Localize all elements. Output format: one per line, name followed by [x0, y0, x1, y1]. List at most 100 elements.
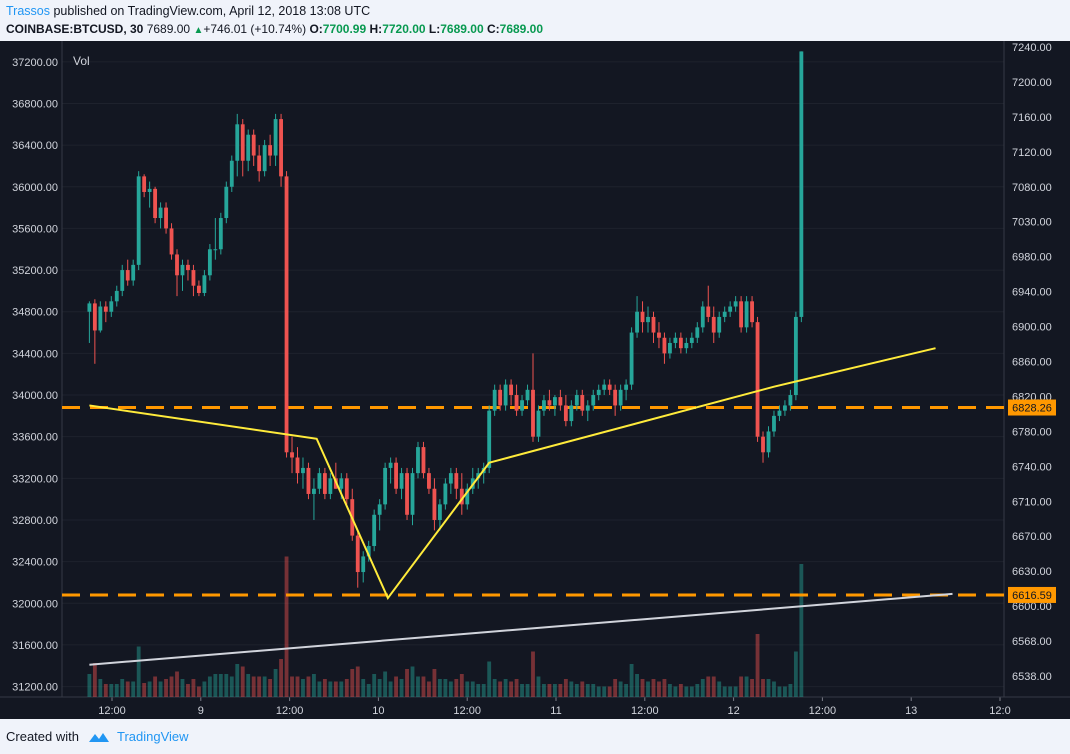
- time-axis-tick-label: 12:00: [631, 705, 659, 717]
- candle-body: [613, 389, 618, 406]
- volume-bar: [591, 684, 596, 697]
- candle-body: [607, 384, 612, 390]
- left-axis-background: [0, 41, 62, 697]
- volume-bar: [339, 681, 344, 697]
- volume-bar: [306, 676, 311, 697]
- volume-bar: [317, 681, 322, 697]
- volume-bar: [290, 676, 294, 697]
- candle-body: [657, 332, 661, 338]
- volume-label: Vol: [73, 54, 90, 68]
- candle-body: [755, 322, 760, 437]
- candle-body: [454, 473, 459, 489]
- volume-bar: [470, 681, 475, 697]
- volume-bar: [514, 679, 519, 697]
- volume-bar: [552, 684, 557, 697]
- left-axis-tick-label: 33600.00: [12, 432, 58, 444]
- candle-body: [503, 384, 508, 406]
- candle-body: [569, 405, 574, 422]
- candle-body: [585, 405, 590, 411]
- candle-body: [158, 207, 163, 219]
- candle-body: [563, 405, 568, 422]
- candle-body: [251, 134, 256, 156]
- volume-bar: [268, 679, 273, 697]
- volume-bars: [87, 556, 804, 697]
- candle-body: [114, 290, 119, 302]
- candle-body: [629, 332, 634, 385]
- volume-bar: [640, 679, 645, 697]
- candle-body: [218, 218, 223, 250]
- candle-body: [405, 473, 409, 515]
- volume-bar: [706, 676, 711, 697]
- volume-bar: [284, 556, 289, 697]
- volume-bar: [492, 679, 497, 697]
- candle-body: [142, 176, 147, 192]
- volume-bar: [750, 679, 754, 697]
- candle-body: [290, 452, 294, 458]
- volume-bar: [465, 681, 470, 697]
- volume-bar: [186, 684, 190, 697]
- volume-bar: [202, 681, 207, 697]
- candle-body: [761, 436, 765, 453]
- volume-bar: [624, 684, 629, 697]
- volume-bar: [383, 671, 388, 697]
- candle-body: [257, 155, 262, 172]
- low-value: 7689.00: [440, 22, 484, 36]
- created-with-text: Created with: [6, 729, 79, 744]
- symbol-label: COINBASE:BTCUSD, 30: [6, 22, 144, 36]
- volume-bar: [164, 679, 168, 697]
- candle-body: [722, 311, 727, 317]
- last-price: 7689.00: [146, 22, 191, 36]
- volume-bar: [662, 679, 667, 697]
- time-axis-tick-label: 11: [550, 705, 561, 717]
- candle-body: [793, 316, 798, 396]
- right-axis-tick-label: 6710.00: [1012, 496, 1052, 508]
- right-axis-tick-label: 7240.00: [1012, 42, 1052, 54]
- volume-bar: [509, 681, 514, 697]
- candle-body: [777, 410, 782, 416]
- candle-body: [191, 270, 196, 286]
- candle-body: [131, 264, 136, 281]
- right-axis-tick-label: 6600.00: [1012, 601, 1052, 613]
- volume-bar: [520, 684, 524, 697]
- volume-bar: [333, 681, 338, 697]
- author-link[interactable]: Trassos: [6, 4, 50, 18]
- candle-body: [799, 51, 804, 317]
- candle-body: [388, 462, 393, 468]
- volume-bar: [476, 684, 481, 697]
- candle-body: [180, 264, 185, 276]
- volume-bar: [498, 681, 503, 697]
- candle-body: [246, 134, 251, 161]
- candle-body: [186, 264, 190, 271]
- candle-body: [684, 342, 689, 349]
- close-value: 7689.00: [499, 22, 544, 36]
- volume-bar: [421, 676, 426, 697]
- candle-body: [717, 316, 722, 333]
- time-axis-tick-label: 12:00: [453, 705, 481, 717]
- candle-body: [339, 478, 344, 489]
- volume-bar: [700, 679, 705, 697]
- volume-bar: [142, 683, 147, 697]
- candle-body: [164, 207, 168, 229]
- candle-body: [651, 316, 656, 333]
- right-axis-tick-label: 7080.00: [1012, 182, 1052, 194]
- candle-body: [668, 342, 672, 354]
- right-axis-tick-label: 7120.00: [1012, 147, 1052, 159]
- tradingview-brand-link[interactable]: TradingView: [116, 729, 189, 744]
- low-label: L:: [428, 22, 441, 36]
- candle-body: [240, 124, 245, 161]
- volume-bar: [218, 674, 223, 697]
- candle-body: [689, 337, 694, 343]
- volume-bar: [558, 684, 563, 697]
- volume-bar: [399, 679, 404, 697]
- candle-body: [262, 145, 267, 172]
- price-level-label: 6616.59: [1012, 590, 1052, 602]
- candle-body: [427, 473, 431, 489]
- candle-body: [432, 488, 437, 520]
- candle-body: [695, 327, 700, 338]
- candle-body: [733, 301, 738, 307]
- volume-bar: [427, 681, 431, 697]
- zigzag-trendline: [89, 347, 936, 601]
- volume-bar: [131, 681, 136, 697]
- time-axis: 12:00 9 12:00 10 12:00 11 12:00 12 12:00 13 12:0: [98, 697, 1011, 717]
